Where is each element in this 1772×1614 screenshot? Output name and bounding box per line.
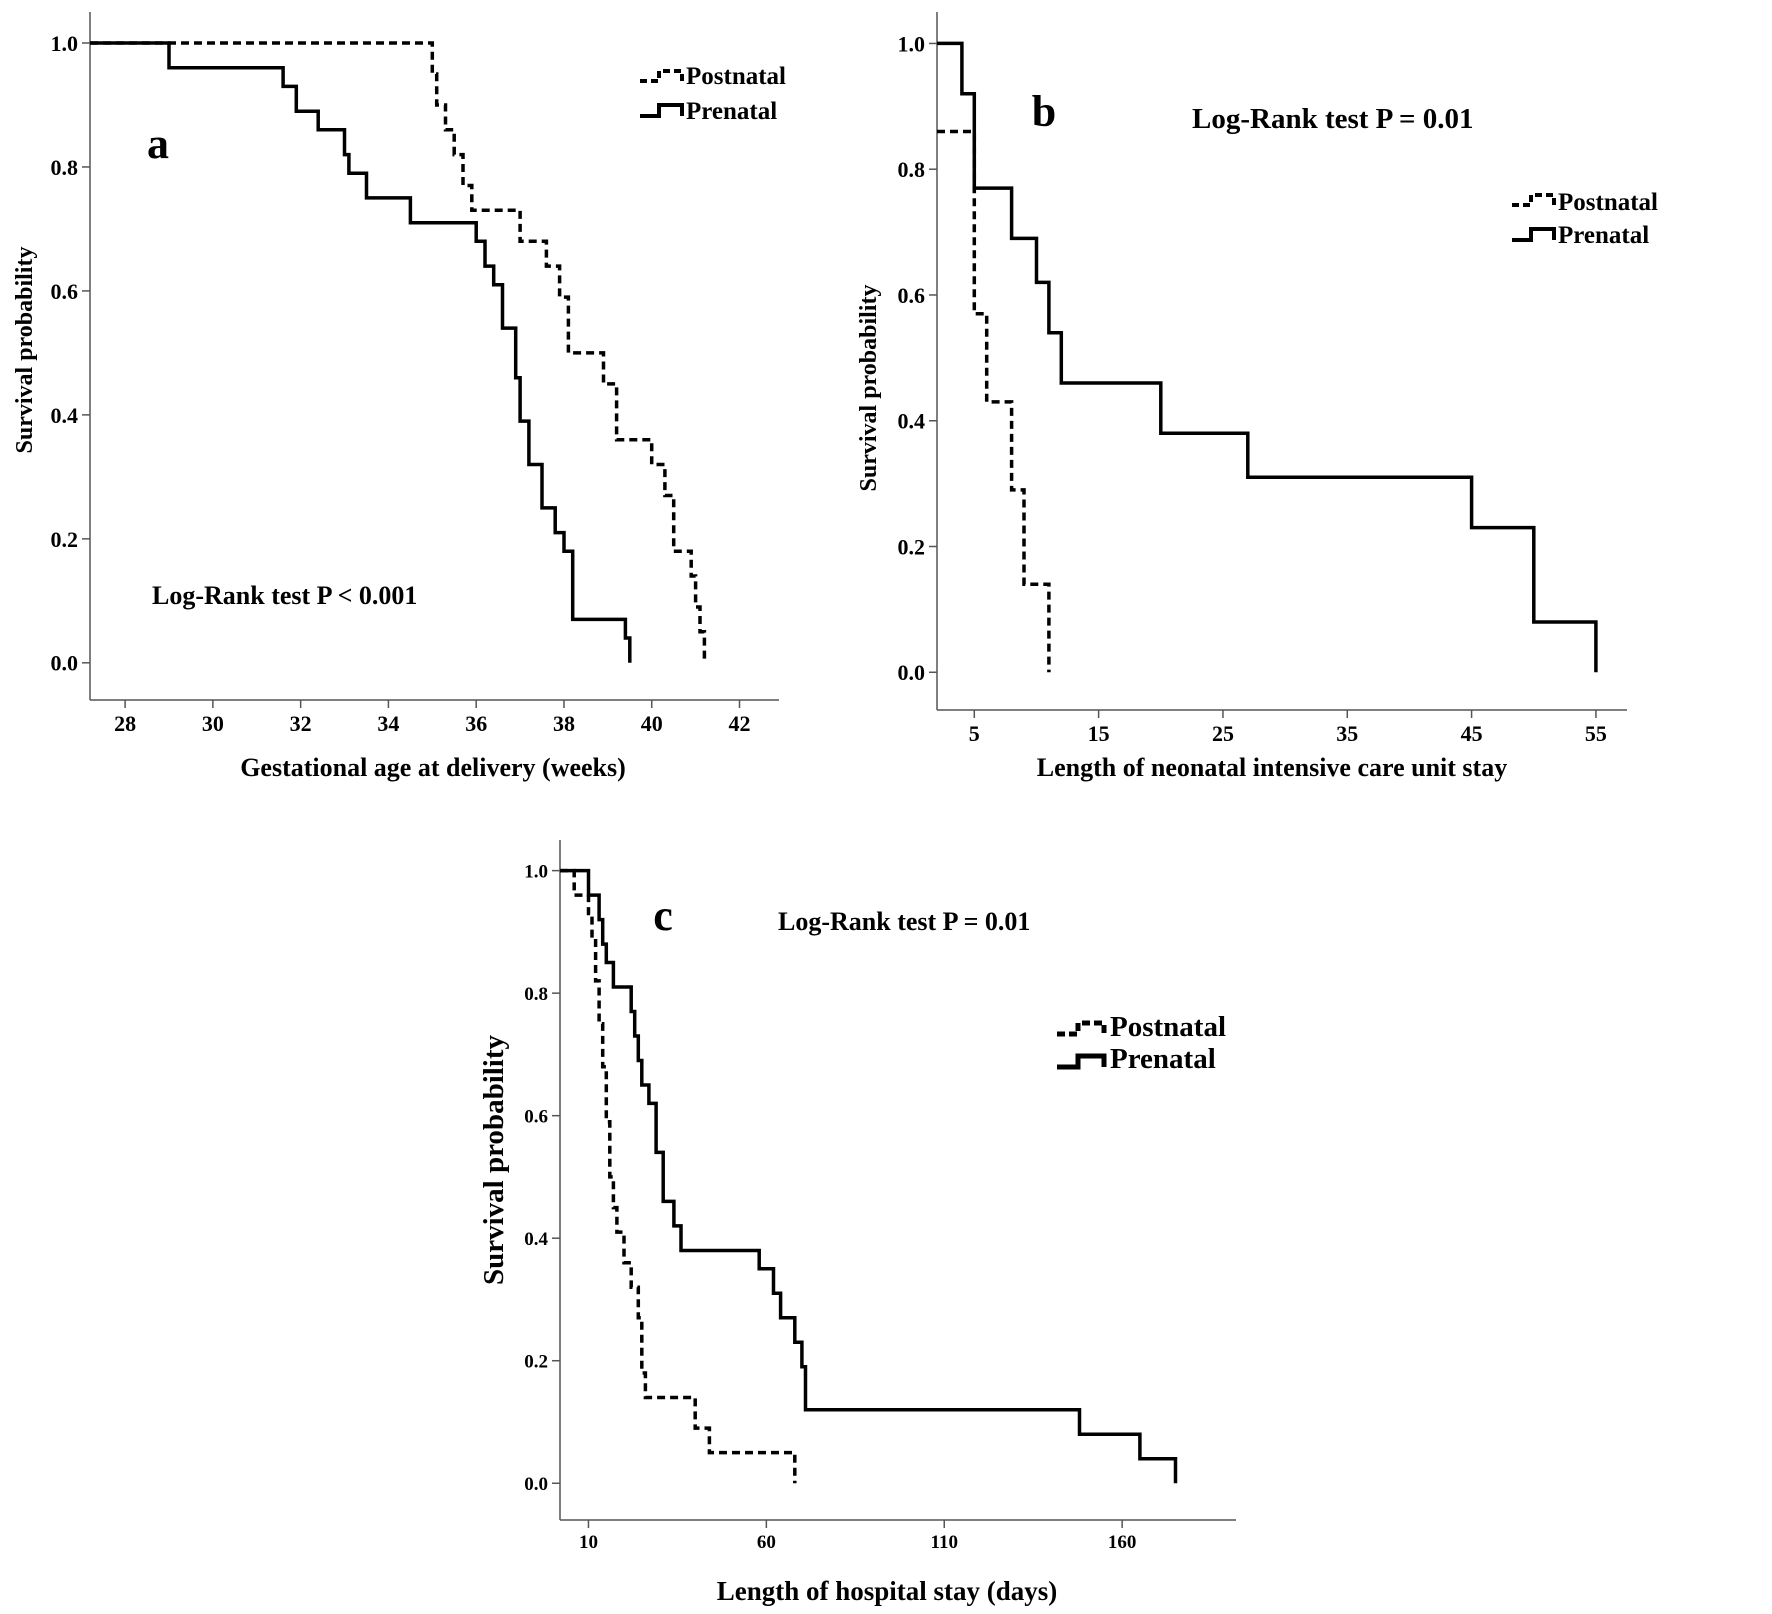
panel-a-y-tick-label: 0.2 xyxy=(51,527,79,552)
panel-b-series xyxy=(937,41,1598,673)
panel-a-x-tick-label: 40 xyxy=(641,711,663,736)
panel-a-x-tick-label: 34 xyxy=(377,711,399,736)
panel-c-x-tick-label: 160 xyxy=(1108,1532,1137,1553)
panel-c-x-tick-label: 10 xyxy=(579,1532,598,1553)
panel-b-legend-prenatal-swatch xyxy=(1512,227,1556,242)
panel-a-y-tick-label: 0.6 xyxy=(51,279,79,304)
panel-a-axes: 0.0 0.2 0.4 0.6 0.8 1.0 28 30 32 34 36 38 40 42 xyxy=(51,12,779,736)
panel-c-y-tick-label: 0.8 xyxy=(524,984,548,1005)
panel-c-postnatal-curve xyxy=(560,868,797,1484)
panel-a-x-tick-label: 36 xyxy=(465,711,487,736)
panel-a-y-tick-label: 1.0 xyxy=(51,31,79,56)
panel-b-prenatal-curve xyxy=(937,41,1598,673)
panel-a-y-axis-label: Survival probability xyxy=(12,247,38,454)
panel-a-series xyxy=(90,41,707,663)
panel-a-y-tick-label: 0.4 xyxy=(51,403,79,428)
panel-c-x-tick-label: 110 xyxy=(931,1532,958,1553)
panel-a-y-tick-label: 0.8 xyxy=(51,155,79,180)
panel-b-y-axis-label: Survival probability xyxy=(856,285,882,492)
panel-c-legend-postnatal-label: Postnatal xyxy=(1110,1011,1226,1043)
panel-b-legend-postnatal-swatch xyxy=(1512,193,1556,207)
panel-b-y-tick-label: 1.0 xyxy=(898,31,926,56)
panel-c-y-tick-label: 1.0 xyxy=(524,861,548,882)
panel-c-legend-prenatal-label: Prenatal xyxy=(1110,1043,1216,1075)
panel-c-prenatal-curve xyxy=(560,868,1178,1484)
panel-a-postnatal-curve xyxy=(90,41,707,663)
panel-b-x-tick-label: 25 xyxy=(1212,721,1234,746)
panel-b-x-axis-label: Length of neonatal intensive care unit s… xyxy=(1037,753,1507,782)
panel-a-legend-postnatal-label: Postnatal xyxy=(686,63,786,90)
panel-b-legend-postnatal-label: Postnatal xyxy=(1558,189,1658,216)
panel-a-x-tick-label: 30 xyxy=(202,711,224,736)
panel-c-series xyxy=(560,868,1178,1484)
panel-c-y-tick-label: 0.2 xyxy=(524,1352,548,1373)
panel-b-y-tick-label: 0.6 xyxy=(898,283,926,308)
panel-b-x-tick-label: 45 xyxy=(1461,721,1483,746)
panel-c-letter: c xyxy=(653,891,673,940)
panel-a-x-tick-label: 38 xyxy=(553,711,575,736)
panel-b-y-tick-label: 0.2 xyxy=(898,534,926,559)
panel-b-x-tick-label: 35 xyxy=(1336,721,1358,746)
panel-c-x-axis-label: Length of hospital stay (days) xyxy=(717,1576,1058,1606)
panel-a-annotation: Log-Rank test P < 0.001 xyxy=(152,581,417,610)
panel-b-y-tick-label: 0.8 xyxy=(898,157,926,182)
panel-c-axes: 0.0 0.2 0.4 0.6 0.8 1.0 10 60 110 160 xyxy=(524,840,1236,1553)
panel-a: 0.0 0.2 0.4 0.6 0.8 1.0 28 30 32 34 36 38 40 42 a Log… xyxy=(12,12,786,782)
panel-c-x-tick-label: 60 xyxy=(757,1532,776,1553)
panel-b: 0.0 0.2 0.4 0.6 0.8 1.0 5 15 25 35 45 55 b Log-Rank… xyxy=(856,12,1658,782)
panel-a-x-tick-label: 42 xyxy=(729,711,751,736)
panel-a-x-tick-label: 28 xyxy=(114,711,136,736)
panel-c-legend-postnatal-swatch xyxy=(1057,1020,1107,1037)
panel-b-y-tick-label: 0.4 xyxy=(898,409,926,434)
panel-a-legend: Postnatal Prenatal xyxy=(640,63,786,125)
panel-a-legend-postnatal-swatch xyxy=(640,69,684,83)
panel-c-y-tick-label: 0.6 xyxy=(524,1107,548,1128)
panel-b-x-tick-label: 5 xyxy=(969,721,980,746)
panel-c-legend-prenatal-swatch xyxy=(1057,1053,1107,1070)
panel-a-legend-prenatal-swatch xyxy=(640,103,684,118)
panel-c-legend: Postnatal Prenatal xyxy=(1057,1011,1226,1075)
panel-a-letter: a xyxy=(147,119,169,168)
panel-c-y-axis-label: Survival probability xyxy=(478,1034,510,1285)
panel-a-prenatal-curve xyxy=(90,41,632,663)
panel-b-letter: b xyxy=(1032,87,1056,136)
panel-a-x-axis-label: Gestational age at delivery (weeks) xyxy=(240,753,626,782)
panel-b-postnatal-curve xyxy=(937,129,1051,673)
panel-c-y-tick-label: 0.0 xyxy=(524,1474,548,1495)
panel-a-x-tick-label: 32 xyxy=(290,711,312,736)
panel-c-annotation: Log-Rank test P = 0.01 xyxy=(778,907,1030,936)
panel-a-y-tick-label: 0.0 xyxy=(51,651,79,676)
panel-a-legend-prenatal-label: Prenatal xyxy=(686,98,777,125)
panel-c-y-tick-label: 0.4 xyxy=(524,1229,548,1250)
panel-b-x-tick-label: 55 xyxy=(1585,721,1607,746)
panel-b-legend: Postnatal Prenatal xyxy=(1512,189,1658,249)
panel-b-legend-prenatal-label: Prenatal xyxy=(1558,222,1649,249)
panel-b-x-tick-label: 15 xyxy=(1088,721,1110,746)
panel-b-y-tick-label: 0.0 xyxy=(898,660,926,685)
panel-c: 0.0 0.2 0.4 0.6 0.8 1.0 10 60 110 160 c Log-Rank … xyxy=(478,840,1236,1606)
panel-b-annotation: Log-Rank test P = 0.01 xyxy=(1192,103,1474,135)
panel-b-axes: 0.0 0.2 0.4 0.6 0.8 1.0 5 15 25 35 45 55 xyxy=(898,12,1627,746)
